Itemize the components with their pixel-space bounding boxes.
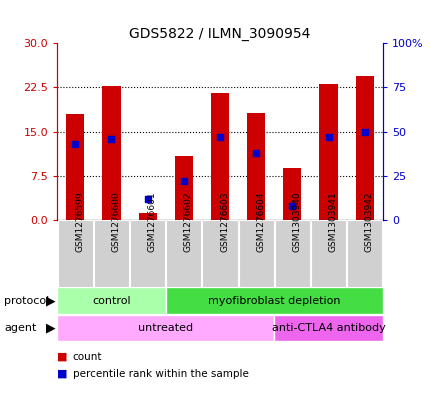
Bar: [283, 168, 301, 220]
Text: protocol: protocol: [4, 296, 50, 306]
Bar: [175, 156, 193, 220]
Point: [180, 178, 187, 184]
Bar: [347, 220, 382, 287]
Text: anti-CTLA4 antibody: anti-CTLA4 antibody: [271, 323, 385, 333]
Bar: [57, 315, 274, 342]
Text: GSM1303941: GSM1303941: [329, 192, 337, 252]
Text: GSM1276600: GSM1276600: [111, 192, 121, 252]
Text: untreated: untreated: [138, 323, 193, 333]
Point: [108, 136, 115, 142]
Text: GSM1276602: GSM1276602: [184, 192, 193, 252]
Bar: [103, 86, 121, 220]
Bar: [275, 220, 310, 287]
Bar: [57, 287, 166, 314]
Bar: [166, 220, 202, 287]
Text: myofibroblast depletion: myofibroblast depletion: [208, 296, 341, 306]
Text: GSM1276603: GSM1276603: [220, 192, 229, 252]
Point: [361, 129, 368, 135]
Text: ▶: ▶: [46, 321, 55, 335]
Text: GSM1276599: GSM1276599: [75, 192, 84, 252]
Text: GSM1276604: GSM1276604: [256, 192, 265, 252]
Bar: [166, 287, 383, 314]
Bar: [130, 220, 165, 287]
Point: [325, 134, 332, 140]
Bar: [211, 93, 229, 220]
Text: agent: agent: [4, 323, 37, 333]
Text: GSM1303942: GSM1303942: [365, 192, 374, 252]
Bar: [94, 220, 129, 287]
Bar: [356, 75, 374, 220]
Text: ■: ■: [57, 369, 68, 379]
Point: [144, 196, 151, 202]
Point: [253, 150, 260, 156]
Bar: [247, 113, 265, 220]
Bar: [274, 315, 383, 342]
Point: [72, 141, 79, 147]
Text: percentile rank within the sample: percentile rank within the sample: [73, 369, 249, 379]
Bar: [202, 220, 238, 287]
Bar: [58, 220, 93, 287]
Text: ▶: ▶: [46, 294, 55, 307]
Bar: [139, 213, 157, 220]
Bar: [311, 220, 346, 287]
Point: [289, 203, 296, 209]
Text: count: count: [73, 352, 102, 362]
Text: GSM1303940: GSM1303940: [292, 192, 301, 252]
Point: [216, 134, 224, 140]
Bar: [319, 84, 337, 220]
Bar: [66, 114, 84, 220]
Title: GDS5822 / ILMN_3090954: GDS5822 / ILMN_3090954: [129, 27, 311, 41]
Text: control: control: [92, 296, 131, 306]
Bar: [238, 220, 274, 287]
Text: GSM1276601: GSM1276601: [148, 192, 157, 252]
Text: ■: ■: [57, 352, 68, 362]
